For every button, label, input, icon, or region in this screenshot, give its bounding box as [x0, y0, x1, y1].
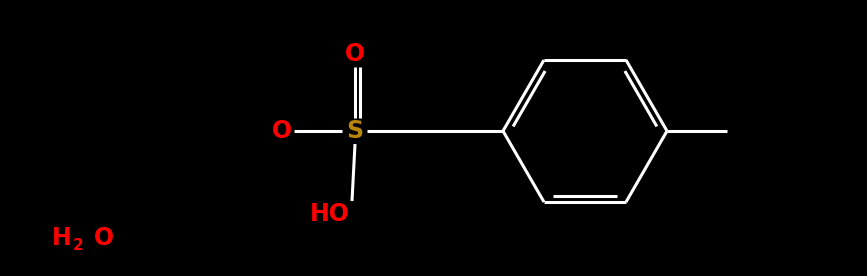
Text: O: O — [345, 42, 365, 66]
Text: H: H — [52, 226, 72, 250]
Text: O: O — [272, 119, 292, 143]
Text: S: S — [347, 119, 363, 143]
Text: 2: 2 — [73, 238, 84, 253]
Text: O: O — [94, 226, 114, 250]
Text: HO: HO — [310, 202, 350, 226]
